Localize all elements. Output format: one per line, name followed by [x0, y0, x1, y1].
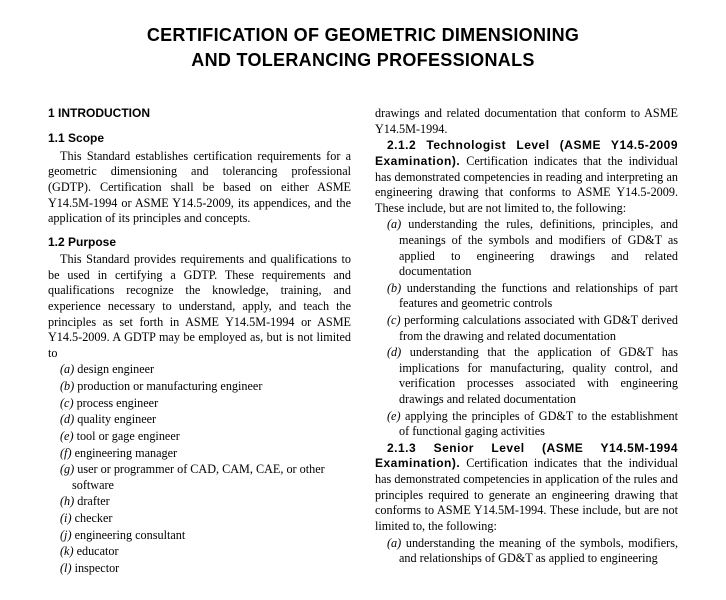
role-item-d: (d) quality engineer [48, 412, 351, 428]
sec-213: 2.1.3 Senior Level (ASME Y14.5M-1994 Exa… [375, 441, 678, 535]
tech-text-b: understanding the functions and relation… [399, 281, 678, 311]
role-item-h: (h) drafter [48, 494, 351, 510]
tech-item-e: (e) applying the principles of GD&T to t… [387, 409, 678, 440]
role-text-j: engineering consultant [75, 528, 186, 542]
role-item-c: (c) process engineer [48, 396, 351, 412]
label-a: (a) [60, 362, 74, 376]
label-f: (f) [60, 446, 72, 460]
role-text-d: quality engineer [77, 412, 156, 426]
label-a3: (a) [387, 536, 401, 550]
role-item-j: (j) engineering consultant [48, 528, 351, 544]
label-e: (e) [60, 429, 74, 443]
tech-text-c: performing calculations associated with … [399, 313, 678, 343]
tech-item-b: (b) understanding the functions and rela… [387, 281, 678, 312]
role-item-l: (l) inspector [48, 561, 351, 577]
heading-introduction: 1 INTRODUCTION [48, 106, 351, 121]
role-item-g: (g) user or programmer of CAD, CAM, CAE,… [60, 462, 351, 493]
tech-text-e: applying the principles of GD&T to the e… [399, 409, 678, 439]
label-k: (k) [60, 544, 74, 558]
label-h: (h) [60, 494, 74, 508]
role-item-k: (k) educator [48, 544, 351, 560]
label-d2: (d) [387, 345, 401, 359]
role-item-a: (a) design engineer [48, 362, 351, 378]
sec-212: 2.1.2 Technologist Level (ASME Y14.5-200… [375, 138, 678, 216]
heading-scope: 1.1 Scope [48, 131, 351, 146]
tech-text-d: understanding that the application of GD… [399, 345, 678, 406]
label-e2: (e) [387, 409, 401, 423]
tech-item-d: (d) understanding that the application o… [387, 345, 678, 407]
heading-purpose: 1.2 Purpose [48, 235, 351, 250]
doc-title-line1: CERTIFICATION OF GEOMETRIC DIMENSIONING [48, 24, 678, 47]
role-item-i: (i) checker [48, 511, 351, 527]
role-text-l: inspector [75, 561, 120, 575]
role-item-f: (f) engineering manager [48, 446, 351, 462]
label-c: (c) [60, 396, 74, 410]
label-c2: (c) [387, 313, 401, 327]
role-text-k: educator [77, 544, 119, 558]
role-text-c: process engineer [77, 396, 159, 410]
tech-text-a: understanding the rules, definitions, pr… [399, 217, 678, 278]
role-text-g: user or programmer of CAD, CAM, CAE, or … [72, 462, 325, 492]
col2-continuation: drawings and related documentation that … [375, 106, 678, 137]
tech-item-a: (a) understanding the rules, definitions… [387, 217, 678, 279]
role-text-i: checker [75, 511, 113, 525]
purpose-body: This Standard provides requirements and … [48, 252, 351, 361]
role-item-b: (b) production or manufacturing engineer [48, 379, 351, 395]
label-i: (i) [60, 511, 72, 525]
doc-title-line2: AND TOLERANCING PROFESSIONALS [48, 49, 678, 72]
role-text-f: engineering manager [75, 446, 178, 460]
label-g: (g) [60, 462, 74, 476]
role-text-a: design engineer [77, 362, 154, 376]
senior-text-a: understanding the meaning of the symbols… [399, 536, 678, 566]
scope-body: This Standard establishes certification … [48, 149, 351, 227]
label-b: (b) [60, 379, 74, 393]
senior-item-a: (a) understanding the meaning of the sym… [387, 536, 678, 567]
tech-item-c: (c) performing calculations associated w… [387, 313, 678, 344]
label-d: (d) [60, 412, 74, 426]
role-text-h: drafter [77, 494, 109, 508]
label-a2: (a) [387, 217, 401, 231]
label-b2: (b) [387, 281, 401, 295]
role-item-e: (e) tool or gage engineer [48, 429, 351, 445]
two-column-body: 1 INTRODUCTION 1.1 Scope This Standard e… [48, 106, 678, 576]
label-j: (j) [60, 528, 72, 542]
role-text-b: production or manufacturing engineer [77, 379, 262, 393]
label-l: (l) [60, 561, 72, 575]
role-text-e: tool or gage engineer [77, 429, 180, 443]
